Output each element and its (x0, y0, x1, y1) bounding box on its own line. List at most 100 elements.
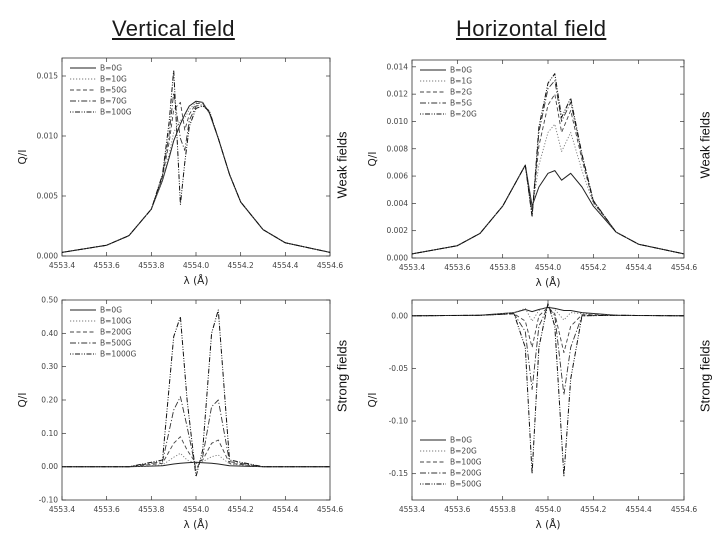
legend-label: B=0G (100, 306, 122, 315)
x-tick-label: 4553.8 (490, 263, 516, 272)
y-tick-label: 0.008 (387, 144, 409, 153)
series-line (411, 306, 685, 317)
legend-label: B=0G (450, 436, 472, 445)
x-axis-label: λ (Å) (184, 274, 209, 287)
series-line (411, 123, 685, 255)
y-tick-label: 0.10 (41, 429, 58, 438)
legend-label: B=20G (450, 447, 477, 456)
x-tick-label: 4554.0 (183, 261, 209, 270)
y-tick-label: 0.010 (387, 117, 409, 126)
y-axis-label: Q/I (17, 150, 29, 165)
legend-label: B=100G (100, 108, 132, 117)
series-line (411, 305, 685, 322)
series-line (411, 73, 685, 255)
x-tick-label: 4554.6 (671, 505, 697, 514)
x-tick-label: 4553.4 (399, 505, 425, 514)
series-line (411, 164, 685, 255)
y-tick-label: -0.05 (389, 364, 409, 373)
legend-label: B=500G (450, 480, 482, 489)
y-tick-label: 0.00 (391, 311, 408, 320)
x-tick-label: 4553.6 (94, 505, 120, 514)
legend-label: B=5G (450, 99, 472, 108)
y-tick-label: 0.004 (387, 199, 409, 208)
y-tick-label: 0.014 (387, 62, 409, 71)
series-line (62, 436, 330, 468)
chart-horizontal-weak: 4553.4 4553.6 4553.8 4554.0 4554.2 4554.4 4554… (362, 50, 697, 295)
legend-label: B=100G (450, 458, 482, 467)
chart-vertical-strong-svg: 4553.4 4553.6 4553.8 4554.0 4554.2 4554.4 4554… (17, 296, 343, 532)
x-tick-label: 4554.2 (228, 261, 254, 270)
y-tick-label: 0.010 (37, 132, 59, 141)
y-tick-label: -0.10 (39, 496, 59, 505)
x-tick-label: 4554.0 (535, 505, 561, 514)
x-axis-label: λ (Å) (184, 518, 209, 531)
x-tick-label: 4554.0 (535, 263, 561, 272)
legend-label: B=0G (100, 64, 122, 73)
heading-horizontal-field: Horizontal field (456, 16, 607, 41)
x-tick-label: 4553.4 (399, 263, 425, 272)
heading-vertical-field: Vertical field (112, 16, 235, 41)
y-axis-label: Q/I (17, 393, 29, 408)
legend-label: B=1G (450, 77, 472, 86)
x-tick-label: 4554.4 (272, 261, 298, 270)
x-tick-label: 4553.4 (49, 261, 75, 270)
x-tick-label: 4554.4 (626, 505, 652, 514)
series-line (62, 309, 330, 478)
x-tick-label: 4554.4 (626, 263, 652, 272)
x-tick-label: 4553.8 (138, 505, 164, 514)
legend-label: B=200G (450, 469, 482, 478)
series-line (61, 69, 331, 253)
y-tick-label: 0.006 (387, 172, 409, 181)
legend-label: B=20G (450, 110, 477, 119)
x-axis-label: λ (Å) (536, 276, 561, 289)
y-axis-label: Q/I (367, 152, 379, 167)
series-line (61, 100, 331, 253)
legend-label: B=50G (100, 86, 127, 95)
y-tick-label: 0.40 (41, 329, 58, 338)
x-tick-label: 4553.8 (490, 505, 516, 514)
chart-horizontal-strong: 4553.4 4553.6 4553.8 4554.0 4554.2 4554.4 4554… (362, 292, 697, 537)
x-tick-label: 4554.6 (317, 261, 343, 270)
x-tick-label: 4554.2 (580, 263, 606, 272)
legend-label: B=100G (100, 317, 132, 326)
chart-vertical-weak-svg: 4553.4 4553.6 4553.8 4554.0 4554.2 4554.4 4554… (17, 57, 343, 287)
side-label-weak-fields-right: Weak fields (697, 111, 713, 179)
x-tick-label: 4553.4 (49, 505, 75, 514)
series-line (411, 305, 685, 396)
series-line (62, 396, 330, 471)
series-line (411, 302, 685, 477)
series-line (62, 461, 330, 468)
series-line (411, 306, 685, 354)
y-tick-label: 0.00 (41, 462, 58, 471)
x-tick-label: 4554.0 (183, 505, 209, 514)
y-tick-label: 0.000 (37, 252, 59, 261)
series-line (61, 92, 331, 253)
y-tick-label: -0.10 (389, 417, 409, 426)
legend-label: B=0G (450, 66, 472, 75)
x-tick-label: 4554.4 (272, 505, 298, 514)
legend-label: B=70G (100, 97, 127, 106)
series-line (61, 101, 331, 253)
y-tick-label: 0.002 (387, 226, 409, 235)
x-tick-label: 4554.2 (228, 505, 254, 514)
y-tick-label: 0.20 (41, 396, 58, 405)
x-tick-label: 4553.6 (444, 263, 470, 272)
x-tick-label: 4553.8 (138, 261, 164, 270)
legend-label: B=500G (100, 339, 132, 348)
series-line (61, 101, 331, 253)
legend-label: B=1000G (100, 350, 137, 359)
chart-vertical-strong: 4553.4 4553.6 4553.8 4554.0 4554.2 4554.4 4554… (0, 292, 345, 537)
x-tick-label: 4554.2 (580, 505, 606, 514)
x-tick-label: 4553.6 (94, 261, 120, 270)
y-tick-label: 0.015 (37, 72, 59, 81)
x-tick-label: 4553.6 (444, 505, 470, 514)
y-tick-label: 0.30 (41, 362, 58, 371)
side-label-strong-fields-right: Strong fields (697, 339, 713, 413)
x-tick-label: 4554.6 (671, 263, 697, 272)
y-tick-label: 0.50 (41, 296, 58, 305)
x-tick-label: 4554.6 (317, 505, 343, 514)
chart-horizontal-weak-svg: 4553.4 4553.6 4553.8 4554.0 4554.2 4554.4 4554… (367, 59, 697, 289)
legend-label: B=2G (450, 88, 472, 97)
y-tick-label: 0.005 (37, 192, 59, 201)
chart-horizontal-strong-svg: 4553.4 4553.6 4553.8 4554.0 4554.2 4554.4 4554… (367, 299, 697, 531)
